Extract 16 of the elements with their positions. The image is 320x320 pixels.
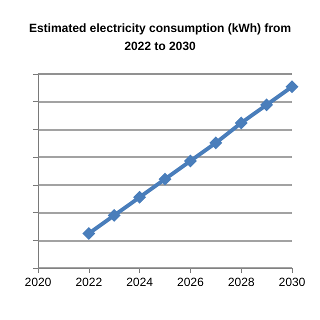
x-tick-label: 2026: [177, 275, 204, 289]
point: [286, 80, 298, 94]
point: [234, 116, 248, 130]
point: [184, 154, 197, 168]
point: [82, 227, 96, 240]
x-tick-label: 2024: [126, 275, 154, 289]
point: [158, 172, 172, 186]
x-tick-label: 2028: [228, 275, 255, 289]
x-tick-label: 2020: [24, 275, 52, 289]
point: [133, 190, 146, 204]
x-tick-label: 2022: [75, 275, 102, 289]
point: [260, 98, 274, 112]
chart-title: Estimated electricity consumption (kWh) from 2022 to 2030: [28, 21, 292, 53]
x-tick-label: 2030: [278, 275, 306, 289]
point: [209, 136, 222, 150]
point: [108, 208, 121, 222]
